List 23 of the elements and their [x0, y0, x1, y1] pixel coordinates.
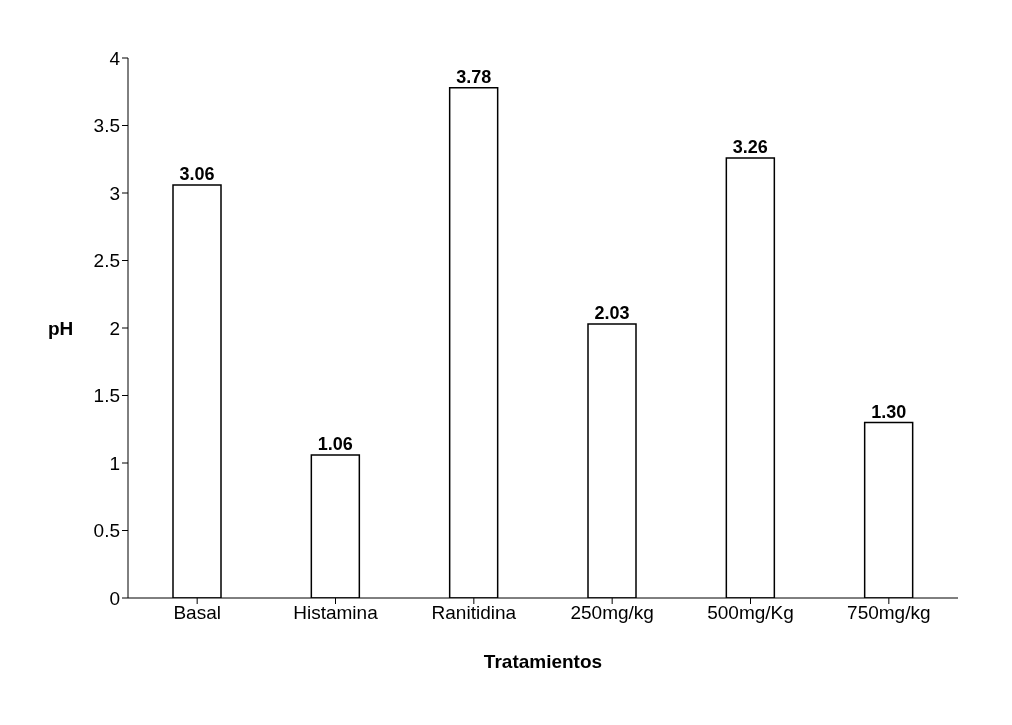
y-tick-label: 4 — [109, 47, 121, 69]
x-tick-label: Histamina — [293, 602, 379, 624]
data-label: 1.30 — [871, 401, 907, 422]
y-tick-label: 1.5 — [93, 385, 120, 407]
y-axis-title: pH — [48, 317, 74, 339]
data-label: 2.03 — [594, 302, 630, 323]
y-tick-label: 3 — [109, 182, 120, 204]
y-tick-label: 2 — [109, 317, 120, 339]
y-tick-label: 0.5 — [93, 520, 120, 542]
data-label: 3.78 — [456, 66, 492, 87]
x-tick-label: 750mg/kg — [847, 602, 931, 624]
y-tick-label: 3.5 — [93, 115, 120, 137]
data-label: 1.06 — [317, 433, 353, 454]
x-axis-title: Tratamientos — [483, 651, 603, 672]
data-label: 3.06 — [179, 163, 215, 184]
x-tick-label: Basal — [173, 602, 221, 624]
y-tick-label: 0 — [109, 587, 120, 609]
y-tick-label: 2.5 — [93, 250, 120, 272]
data-label: 3.26 — [732, 136, 768, 157]
x-tick-label: Ranitidina — [431, 602, 517, 624]
x-tick-label: 250mg/kg — [570, 602, 654, 624]
x-tick-label: 500mg/Kg — [707, 602, 794, 624]
y-tick-label: 1 — [109, 452, 120, 474]
